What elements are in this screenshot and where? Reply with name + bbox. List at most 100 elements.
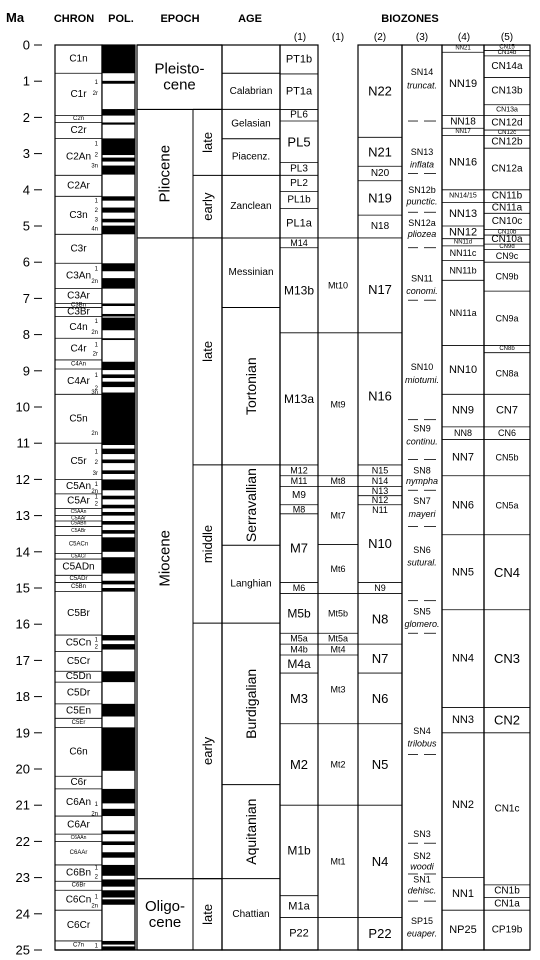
pf-zone-label: PL6 [290, 110, 308, 121]
age-label: Langhian [230, 579, 271, 590]
chron-subdivision-label: 1 [95, 80, 99, 86]
chron-label: C4An [71, 361, 86, 367]
cn-zone-label: CN9c [496, 251, 519, 261]
mt-zone-label: Mt4 [330, 645, 345, 655]
sn-zone-label: punctic. [405, 197, 437, 207]
header-col-n: (2) [374, 32, 386, 43]
chron-label: C3Ar [67, 291, 90, 302]
ma-tick-label: 24 [16, 906, 30, 921]
polarity-normal-band [102, 303, 135, 307]
polarity-normal-band [102, 495, 135, 500]
chron-label: C5AAr [71, 515, 86, 521]
ma-tick-label: 22 [16, 834, 30, 849]
nn-zones-column: NN21 NN19 NN18 NN17 NN16 NN14/15 NN13 NN12NN11d… [441, 44, 485, 951]
cn-zone-label: CN11a [492, 202, 523, 213]
polarity-normal-band [102, 263, 135, 272]
subepoch-label: early [200, 192, 215, 221]
chron-subdivision-label: 3n [91, 390, 98, 396]
n-zone-label: N19 [368, 190, 392, 205]
chron-subdivision-label: 2 [95, 502, 99, 508]
polarity-normal-band [102, 788, 135, 804]
nn-zone-label: NN2 [452, 799, 474, 811]
sn-zone-label: SN13 [411, 147, 434, 157]
cn-zone-label: CN13b [491, 86, 523, 97]
chron-label: C3r [70, 243, 87, 254]
polarity-normal-band [102, 157, 135, 162]
ma-tick-label: 10 [16, 400, 30, 415]
n-zone-label: N22 [368, 84, 392, 99]
chron-subdivision-label: 1 [95, 495, 99, 501]
polarity-normal-band [102, 80, 135, 84]
mt-zone-label: Mt2 [330, 759, 345, 769]
polarity-normal-band [102, 588, 135, 592]
subepoch-label: late [200, 341, 215, 362]
header-epoch: EPOCH [160, 13, 199, 25]
sn-zone-label: SN4 [413, 726, 431, 736]
pf-zone-label: M14 [290, 238, 308, 248]
polarity-normal-band [102, 109, 135, 116]
sn-zone-label: SN12b [408, 185, 436, 195]
nn-zone-label: NN18 [450, 116, 476, 127]
nn-zone-label: NN12 [449, 226, 477, 238]
age-column: Calabrian Gelasian Piacenz. Zanclean Messini… [221, 44, 281, 951]
n-zone-label: N21 [368, 144, 392, 159]
chron-label: C6Bn [66, 868, 91, 879]
chron-label: C6AAn [71, 835, 87, 841]
age-label: Burdigalian [243, 669, 259, 739]
polarity-normal-band [102, 218, 135, 223]
chron-label: C5ACr [71, 553, 86, 559]
header-col-sn: (3) [416, 32, 428, 43]
polarity-normal-band [102, 521, 135, 525]
header-col-nn: (4) [458, 32, 470, 43]
ma-tick-label: 3 [23, 146, 30, 161]
nn-zone-label: NN6 [452, 499, 474, 511]
cn-zone-label: CN10c [492, 216, 523, 227]
ma-tick-label: 18 [16, 689, 30, 704]
sn-zone-label: glomero. [404, 619, 439, 629]
mt-zone-label: Mt7 [330, 511, 345, 521]
chron-label: C2r [70, 125, 87, 136]
ma-tick-label: 5 [23, 219, 30, 234]
chron-label: C6Ar [67, 820, 90, 831]
chron-label: C3Bn [71, 302, 86, 308]
ma-tick-label: 13 [16, 508, 30, 523]
chron-subdivision-label: 1 [95, 637, 99, 643]
chron-label: C3Br [67, 306, 90, 317]
polarity-normal-band [102, 852, 135, 858]
cn-zone-label: CN12d [491, 117, 522, 128]
nn-zone-label: NN8 [454, 428, 472, 438]
pf-zone-label: M9 [292, 490, 306, 501]
polarity-normal-band [102, 537, 135, 552]
cn-zone-label: CN2 [494, 713, 520, 728]
planktonic-foram-zones-column: PT1b PT1a PL6 PL5 PL3 PL2 PL1b PL1a M14 M13b M13a M… [279, 44, 319, 951]
nn-zone-label: NN11a [449, 308, 476, 318]
chron-subdivision-label: 4n [91, 227, 98, 233]
cn-zone-label: CN9a [495, 313, 518, 323]
chron-subdivision-label: 1 [95, 802, 99, 808]
polarity-normal-band [102, 207, 135, 213]
header-chron: CHRON [54, 13, 94, 25]
nn-zone-label: NN1 [452, 888, 474, 900]
chron-subdivision-label: 1 [95, 895, 99, 901]
polarity-normal-band [102, 890, 135, 898]
mt-zone-label: Mt1 [330, 856, 345, 866]
sn-zone-label: SN5 [413, 607, 431, 617]
age-label: Zanclean [230, 201, 271, 212]
chron-label: C2An [66, 151, 91, 162]
chron-label: C5Ar [67, 496, 90, 507]
chron-label: C1n [69, 54, 87, 65]
ma-tick-label: 9 [23, 363, 30, 378]
chron-subdivision-label: 2n [91, 279, 98, 285]
pf-zone-label: M7 [290, 541, 308, 556]
n-zone-label: N4 [372, 854, 389, 869]
sn-zone-label: continu. [406, 436, 438, 446]
chron-column: C1n C1r C2n C2r C2An C2Ar C3n C3r C3An C3ArC3BnC3… [54, 44, 103, 951]
pf-zone-label: M1a [288, 901, 310, 913]
cn-zone-label: CN1a [494, 898, 520, 909]
polarity-normal-band [102, 864, 135, 876]
ma-tick-label: 11 [17, 436, 31, 451]
sn-zone-label: pliozea [407, 229, 437, 239]
nn-zone-frame [441, 44, 485, 951]
chron-label: C4Ar [67, 376, 90, 387]
